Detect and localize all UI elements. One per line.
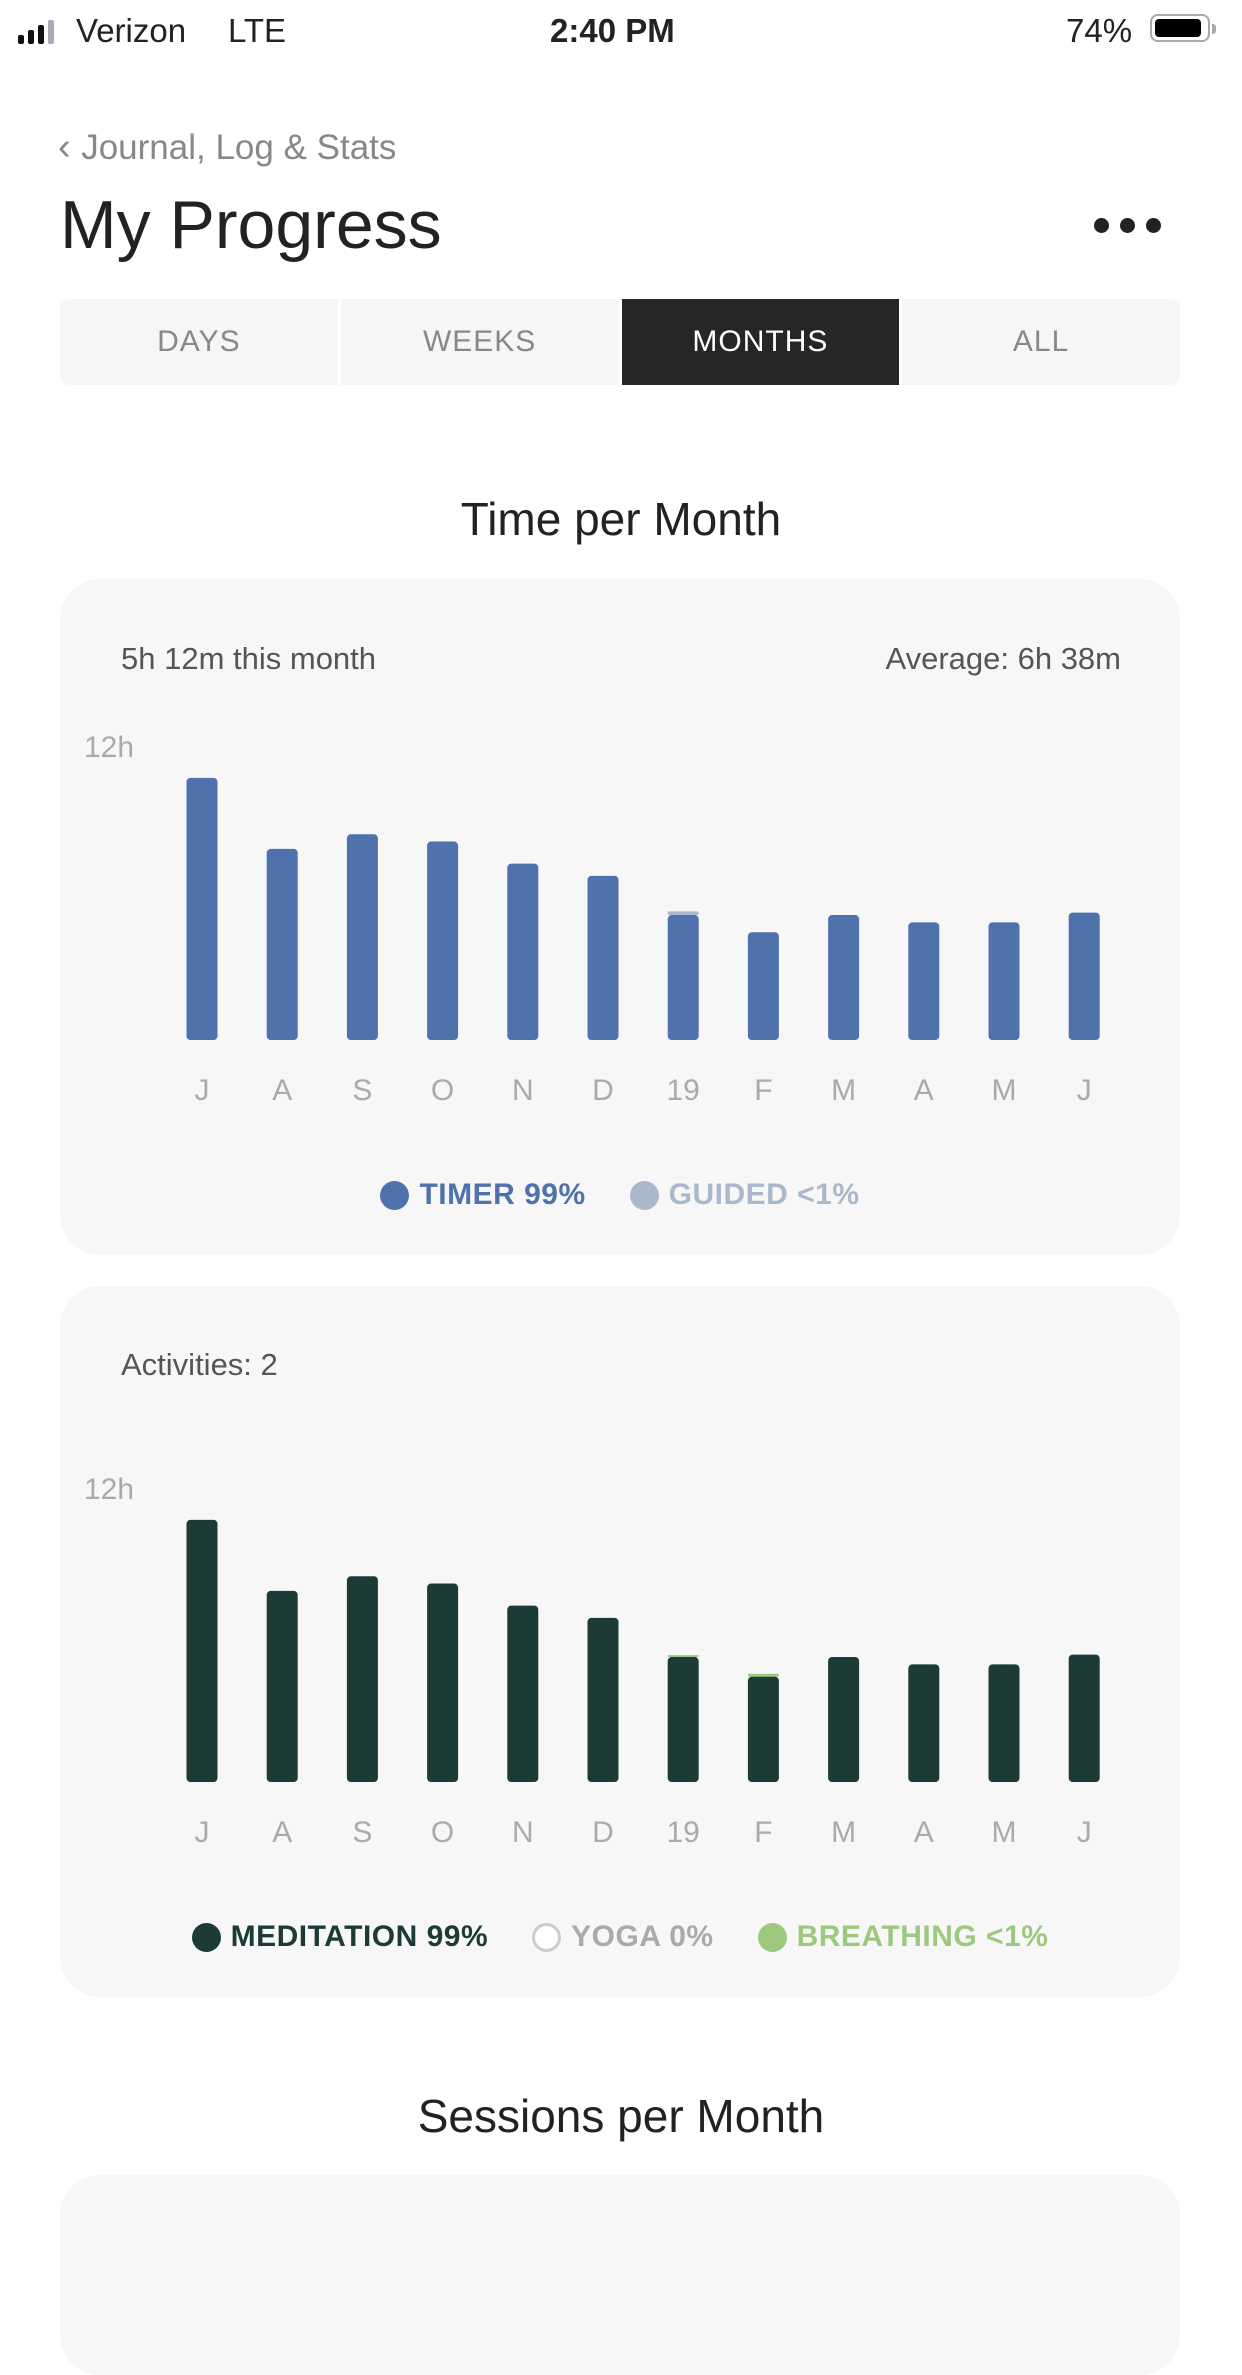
bar-meditation <box>667 1657 699 1782</box>
legend-dot-icon <box>757 1922 787 1952</box>
ellipsis-icon <box>1094 218 1109 233</box>
legend-dot-icon <box>380 1180 410 1210</box>
time-chart: 12h J A S O N D 19 F M A M J <box>84 731 1100 1107</box>
sessions-chart-card <box>60 2175 1180 2375</box>
legend-timer: TIMER 99% <box>380 1178 585 1212</box>
bar-timer <box>507 863 539 1040</box>
x-tick-label: 19 <box>667 1816 700 1849</box>
bar-meditation <box>266 1590 298 1782</box>
bar-meditation <box>427 1583 459 1782</box>
bar-timer <box>427 841 459 1040</box>
network-type: LTE <box>228 12 287 49</box>
x-tick-label: F <box>754 1816 772 1849</box>
activities-chart-legend: MEDITATION 99% YOGA 0% BREATHING <1% <box>60 1920 1180 1954</box>
bar-timer <box>266 848 298 1040</box>
x-tick-label: A <box>914 1074 934 1107</box>
legend-guided: GUIDED <1% <box>629 1178 860 1212</box>
x-tick-label: 19 <box>667 1074 700 1107</box>
time-chart-card <box>60 579 1180 1255</box>
x-tick-label: S <box>352 1816 372 1849</box>
bar-timer <box>346 834 378 1040</box>
bar-meditation <box>587 1617 619 1782</box>
more-button[interactable] <box>1094 218 1161 233</box>
bar-timer <box>587 875 619 1040</box>
carrier: Verizon <box>76 12 187 49</box>
activities-chart: 12h J A S O N D 19 F M A M J <box>84 1473 1100 1849</box>
bar-meditation <box>908 1664 940 1782</box>
x-tick-label: S <box>352 1074 372 1107</box>
signal-icon <box>18 20 54 44</box>
bar-meditation <box>1068 1654 1100 1782</box>
x-tick-label: J <box>1077 1074 1092 1107</box>
legend-dot-icon <box>532 1922 562 1952</box>
bar-meditation <box>346 1576 378 1782</box>
bar-timer <box>908 922 940 1040</box>
time-chart-legend: TIMER 99% GUIDED <1% <box>60 1178 1180 1212</box>
bar-meditation <box>988 1664 1020 1782</box>
tab-all[interactable]: ALL <box>902 299 1180 385</box>
bar-breathing <box>747 1673 779 1677</box>
status-bar: Verizon LTE 2:40 PM 74% <box>0 0 1242 62</box>
bar-meditation <box>828 1657 860 1782</box>
back-button[interactable]: ‹ Journal, Log & Stats <box>58 126 396 169</box>
clock: 2:40 PM <box>550 12 675 49</box>
x-tick-label: J <box>1077 1816 1092 1849</box>
x-tick-label: A <box>272 1074 292 1107</box>
monthly-average: Average: 6h 38m <box>885 641 1121 676</box>
bar-guided <box>667 911 699 916</box>
tab-months[interactable]: MONTHS <box>621 299 900 385</box>
x-tick-label: M <box>992 1074 1017 1107</box>
x-tick-label: N <box>512 1074 534 1107</box>
bar-breathing <box>667 1655 699 1658</box>
bar-timer <box>828 915 860 1040</box>
bar-timer <box>667 915 699 1040</box>
section-title-sessions: Sessions per Month <box>417 2090 825 2142</box>
bar-timer <box>186 777 218 1040</box>
x-tick-label: A <box>914 1816 934 1849</box>
x-tick-label: J <box>195 1074 210 1107</box>
activities-count: Activities: 2 <box>121 1347 278 1382</box>
page-title: My Progress <box>60 187 442 263</box>
battery-percent: 74% <box>1066 12 1133 49</box>
x-tick-label: M <box>992 1816 1017 1849</box>
chevron-left-icon: ‹ <box>58 126 82 168</box>
tab-days[interactable]: DAYS <box>60 299 338 385</box>
bar-timer <box>747 932 779 1040</box>
activities-chart-card <box>60 1286 1180 1997</box>
y-tick-label: 12h <box>84 731 134 764</box>
x-tick-label: M <box>831 1074 856 1107</box>
x-tick-label: O <box>431 1816 454 1849</box>
x-tick-label: N <box>512 1816 534 1849</box>
period-tabs: DAYS WEEKS MONTHS ALL <box>60 299 1180 385</box>
x-tick-label: D <box>592 1074 614 1107</box>
bar-meditation <box>186 1519 218 1782</box>
x-tick-label: O <box>431 1074 454 1107</box>
legend-yoga: YOGA 0% <box>532 1920 713 1954</box>
section-title-time: Time per Month <box>460 493 782 545</box>
this-month-total: 5h 12m this month <box>121 641 377 676</box>
legend-meditation: MEDITATION 99% <box>191 1920 489 1954</box>
legend-dot-icon <box>191 1922 221 1952</box>
bar-timer <box>1068 912 1100 1040</box>
tab-weeks[interactable]: WEEKS <box>340 299 619 385</box>
x-tick-label: J <box>195 1816 210 1849</box>
x-tick-label: D <box>592 1816 614 1849</box>
y-tick-label: 12h <box>84 1473 134 1506</box>
bar-timer <box>988 922 1020 1040</box>
legend-dot-icon <box>629 1180 659 1210</box>
x-tick-label: A <box>272 1816 292 1849</box>
bar-meditation <box>747 1676 779 1782</box>
back-label: Journal, Log & Stats <box>81 128 397 167</box>
battery-icon <box>1150 14 1216 42</box>
legend-breathing: BREATHING <1% <box>757 1920 1049 1954</box>
bar-meditation <box>507 1605 539 1782</box>
x-tick-label: F <box>754 1074 772 1107</box>
x-tick-label: M <box>831 1816 856 1849</box>
